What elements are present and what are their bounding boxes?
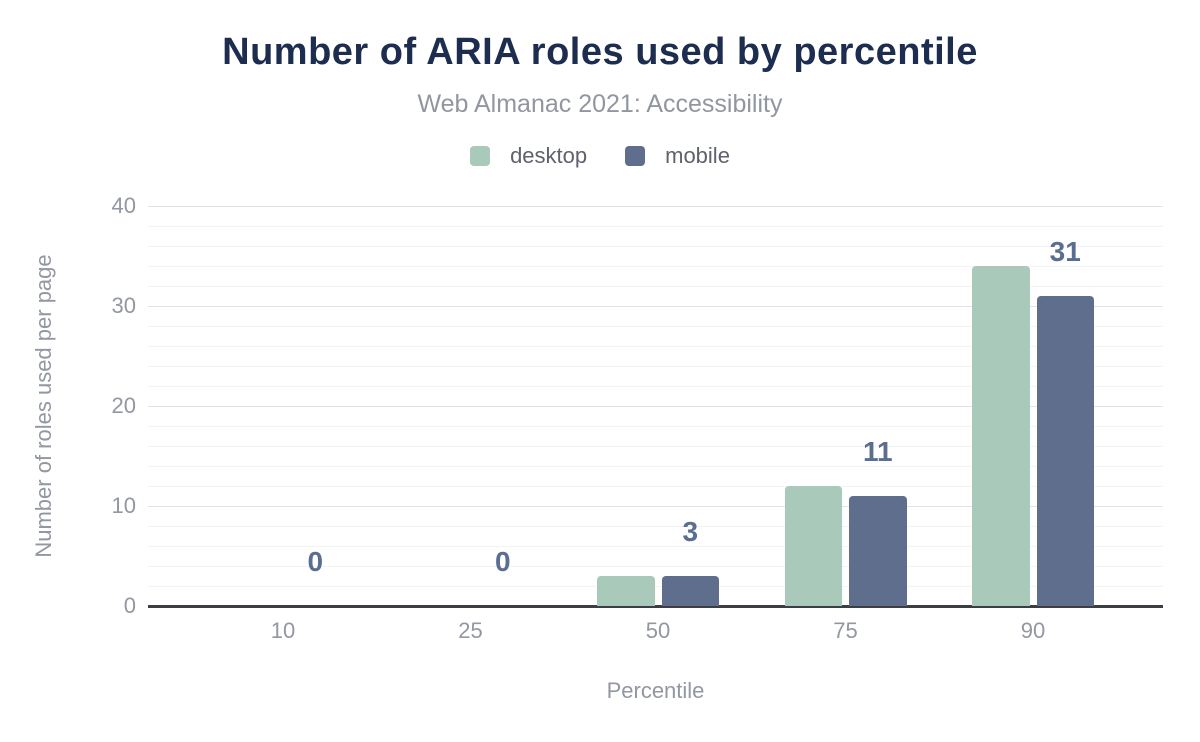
gridline-minor — [148, 286, 1163, 287]
legend-label: mobile — [665, 143, 730, 168]
gridline-minor — [148, 386, 1163, 387]
bar-mobile-75[interactable] — [849, 496, 907, 606]
bar-value-label: 31 — [1049, 236, 1081, 267]
gridline-minor — [148, 566, 1163, 567]
bar-value-label: 0 — [307, 546, 324, 577]
chart-title: Number of ARIA roles used by percentile — [222, 31, 978, 73]
bar-desktop-50[interactable] — [597, 576, 655, 606]
legend-item-mobile[interactable]: mobile — [625, 144, 730, 168]
x-tick-label: 25 — [458, 618, 483, 643]
gridline-major — [148, 406, 1163, 407]
legend-label: desktop — [510, 143, 588, 168]
bar-mobile-50[interactable] — [661, 576, 719, 606]
gridline-minor — [148, 326, 1163, 327]
y-axis-title: Number of roles used per page — [31, 254, 56, 558]
gridline-minor — [148, 366, 1163, 367]
chart-subtitle: Web Almanac 2021: Accessibility — [417, 90, 783, 118]
y-tick-label: 0 — [123, 593, 136, 618]
gridline-minor — [148, 266, 1163, 267]
gridline-major — [148, 506, 1163, 507]
y-tick-label: 20 — [111, 393, 136, 418]
bar-mobile-90[interactable] — [1036, 296, 1094, 606]
gridline-minor — [148, 426, 1163, 427]
gridline-minor — [148, 526, 1163, 527]
bar-desktop-75[interactable] — [784, 486, 842, 606]
gridline-minor — [148, 486, 1163, 487]
legend: desktop mobile — [0, 144, 1200, 168]
bar-value-label: 11 — [862, 436, 893, 467]
x-tick-label: 75 — [833, 618, 858, 643]
x-axis-title: Percentile — [606, 678, 705, 703]
x-tick-label: 50 — [645, 618, 671, 643]
gridline-minor — [148, 446, 1163, 447]
gridline-minor — [148, 346, 1163, 347]
y-tick-label: 30 — [111, 293, 136, 318]
bar-value-label: 3 — [682, 516, 699, 547]
x-axis-line — [148, 605, 1163, 608]
gridline-minor — [148, 226, 1163, 227]
legend-swatch-icon — [625, 146, 646, 166]
gridline-minor — [148, 586, 1163, 587]
legend-swatch-icon — [470, 146, 491, 166]
gridline-major — [148, 306, 1163, 307]
gridline-major — [148, 206, 1163, 207]
x-tick-label: 90 — [1020, 618, 1046, 643]
gridline-minor — [148, 546, 1163, 547]
gridline-minor — [148, 466, 1163, 467]
bar-desktop-90[interactable] — [972, 266, 1030, 606]
y-tick-label: 10 — [111, 493, 136, 518]
bar-value-label: 0 — [494, 546, 511, 577]
x-tick-label: 10 — [270, 618, 296, 643]
y-tick-label: 40 — [111, 193, 136, 218]
gridline-minor — [148, 246, 1163, 247]
legend-item-desktop[interactable]: desktop — [470, 144, 587, 168]
